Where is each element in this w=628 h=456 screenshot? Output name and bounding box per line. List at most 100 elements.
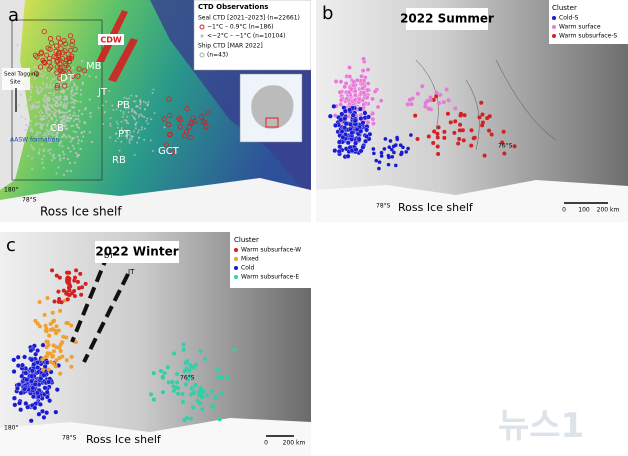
observation [20,115,23,118]
observation [58,144,61,147]
legend-item: Warm surface [559,24,601,31]
observation [192,118,198,124]
observation [43,323,48,328]
observation [53,99,56,102]
observation [360,68,366,73]
panel-label: a [8,5,19,26]
observation [337,89,343,95]
observation [16,382,22,388]
observation [46,367,51,372]
observation [67,288,72,293]
observation [377,160,382,164]
observation [69,364,74,369]
observation [153,112,156,115]
observation [43,98,46,102]
observation [109,125,112,128]
observation [58,142,61,145]
place: JT [127,268,135,276]
observation [70,96,73,99]
observation [177,124,183,130]
observation [347,74,353,79]
observation [69,136,72,139]
observation [442,135,447,140]
observation [480,112,485,117]
observation [170,149,176,155]
observation [65,65,71,71]
legend-item: Warm subsurface-W [241,247,301,254]
observation [67,33,74,39]
observation [28,348,34,353]
observation [65,297,70,302]
observation [59,157,62,160]
observation [203,123,209,129]
observation [211,405,216,410]
observation [33,104,36,107]
observation [71,78,74,81]
observation [45,86,48,90]
observation [128,107,131,110]
observation [20,362,25,368]
observation [62,173,65,176]
observation [181,347,186,352]
observation [43,117,46,120]
observation [18,390,24,396]
observation [390,154,395,159]
observation [63,41,69,47]
observation [52,84,55,87]
observation [35,105,38,109]
observation [370,116,376,122]
observation [399,152,403,157]
panel-c: c 2022 Winter DT JT Cluster Warm subsurf… [0,232,311,456]
observation [219,375,224,380]
observation [24,89,27,92]
observation [200,390,205,395]
observation [182,418,187,423]
observation [45,110,48,113]
observation [420,84,425,89]
observation [342,84,348,90]
observation [70,124,73,128]
observation [182,369,187,374]
observation [36,411,42,417]
observation [181,342,186,347]
observation [47,91,51,95]
observation [60,90,63,93]
observation [61,145,64,148]
observation [135,121,138,124]
observation [47,149,50,152]
observation [36,131,39,134]
legend-title: Cluster [552,4,577,12]
observation [436,125,441,130]
observation [40,89,43,92]
observation [41,115,45,118]
observation [366,114,371,120]
legend [230,232,311,288]
observation [428,107,433,112]
observation [37,152,41,155]
observation [62,121,65,124]
observation [460,128,465,133]
observation [38,148,41,151]
observation [79,93,82,96]
observation [29,91,33,94]
observation [42,149,45,153]
observation [75,130,78,134]
observation [11,395,17,401]
observation [364,133,369,139]
observation [68,119,71,123]
observation [140,113,143,116]
observation [134,118,137,121]
season: 2022 Winter [95,245,178,259]
observation [60,129,63,132]
observation [332,148,338,154]
observation [356,136,362,142]
observation [63,95,66,98]
observation [38,69,41,72]
observation [349,130,355,136]
observation [189,416,194,421]
observation [128,133,131,136]
observation [80,72,83,75]
observation [361,56,366,62]
observation [61,111,64,114]
